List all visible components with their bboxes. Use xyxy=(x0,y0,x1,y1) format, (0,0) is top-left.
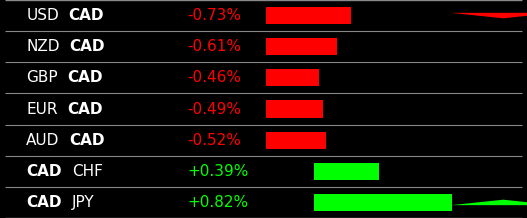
Bar xyxy=(266,7,351,24)
Text: AUD: AUD xyxy=(26,133,60,148)
Text: CAD: CAD xyxy=(70,133,105,148)
Bar xyxy=(266,132,326,149)
Text: +0.82%: +0.82% xyxy=(187,195,248,210)
Text: CHF: CHF xyxy=(72,164,103,179)
Text: -0.61%: -0.61% xyxy=(187,39,241,54)
Text: -0.49%: -0.49% xyxy=(187,102,241,116)
Text: EUR: EUR xyxy=(26,102,58,116)
Text: -0.73%: -0.73% xyxy=(187,8,241,23)
Text: USD: USD xyxy=(26,8,59,23)
Text: CAD: CAD xyxy=(26,195,62,210)
Text: GBP: GBP xyxy=(26,70,58,85)
Text: -0.52%: -0.52% xyxy=(187,133,241,148)
Text: CAD: CAD xyxy=(67,102,102,116)
Bar xyxy=(314,194,452,211)
Text: CAD: CAD xyxy=(26,164,62,179)
Text: NZD: NZD xyxy=(26,39,60,54)
Text: -0.46%: -0.46% xyxy=(187,70,241,85)
Polygon shape xyxy=(451,13,527,18)
Text: +0.39%: +0.39% xyxy=(187,164,248,179)
Text: JPY: JPY xyxy=(72,195,95,210)
Text: CAD: CAD xyxy=(70,39,105,54)
Bar xyxy=(266,69,319,86)
Polygon shape xyxy=(451,200,527,205)
Bar xyxy=(266,38,337,55)
Bar xyxy=(314,163,379,180)
Text: CAD: CAD xyxy=(69,8,104,23)
Bar xyxy=(266,100,323,118)
Text: CAD: CAD xyxy=(67,70,103,85)
